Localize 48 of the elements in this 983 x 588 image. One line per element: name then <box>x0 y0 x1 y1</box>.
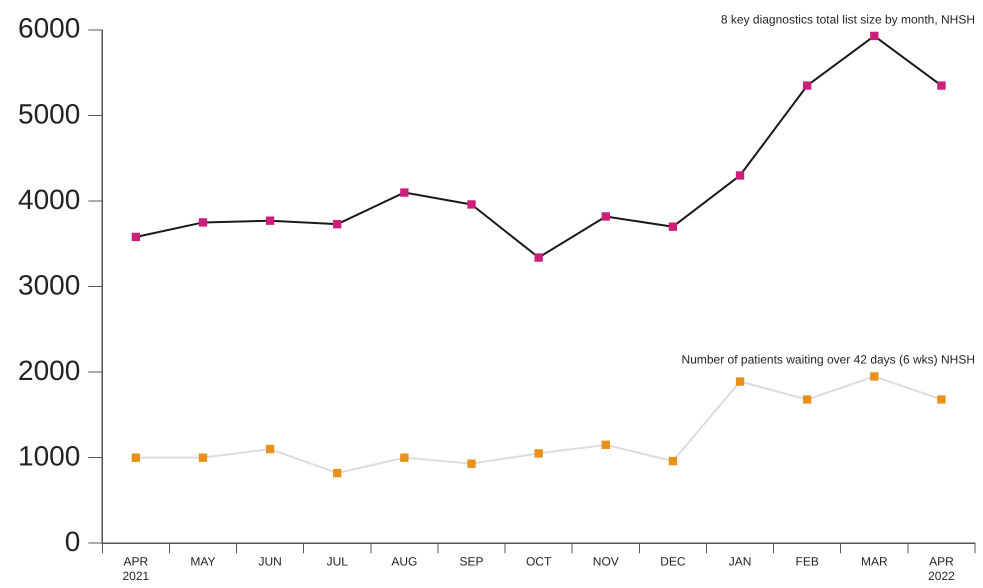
point <box>534 449 543 458</box>
y-tick-label: 1000 <box>18 440 80 472</box>
point <box>132 453 140 462</box>
point <box>333 220 342 228</box>
point <box>870 32 878 40</box>
x-tick-label: APR 2022 <box>928 554 956 584</box>
point <box>870 372 878 381</box>
point <box>668 222 678 231</box>
point <box>266 444 274 454</box>
point <box>198 453 208 462</box>
y-tick-label: 0 <box>64 526 80 557</box>
point <box>937 81 946 90</box>
text: 8 key diagnostics total list size by month, NHSH <box>720 12 975 26</box>
point <box>400 188 409 197</box>
point <box>400 453 409 462</box>
y-tick-label: 5000 <box>18 98 80 130</box>
point <box>802 81 812 90</box>
y-tick-label: 6000 <box>18 12 80 44</box>
x-tick-label: APR 2021 <box>122 554 150 584</box>
point <box>467 459 476 468</box>
point <box>668 456 678 466</box>
point <box>333 468 342 478</box>
point <box>736 171 744 180</box>
point <box>802 395 812 404</box>
x-tick-label: JUL <box>326 554 348 569</box>
point <box>534 253 543 262</box>
x-tick-label: JAN <box>728 554 752 569</box>
y-tick-label: 3000 <box>18 269 80 300</box>
x-tick-label: MAY <box>190 554 216 569</box>
x-tick-label: OCT <box>526 554 552 569</box>
point <box>132 232 140 242</box>
x-tick-label: DEC <box>660 554 686 569</box>
text: Number of patients waiting over 42 days (6 wks) NHSH <box>682 352 975 367</box>
point <box>266 216 274 225</box>
x-tick-label: MAR <box>860 554 888 569</box>
x-tick-label: NOV <box>592 554 619 569</box>
point <box>198 218 208 227</box>
point <box>937 395 946 404</box>
point <box>736 377 744 386</box>
point <box>602 212 610 221</box>
point <box>602 440 610 450</box>
y-tick-label: 2000 <box>18 354 80 386</box>
y-tick-label: 4000 <box>18 184 80 215</box>
point <box>467 200 476 209</box>
x-tick-label: SEP <box>460 554 484 569</box>
x-tick-label: AUG <box>391 554 418 569</box>
x-tick-label: JUN <box>258 554 282 569</box>
x-tick-label: FEB <box>796 554 819 569</box>
